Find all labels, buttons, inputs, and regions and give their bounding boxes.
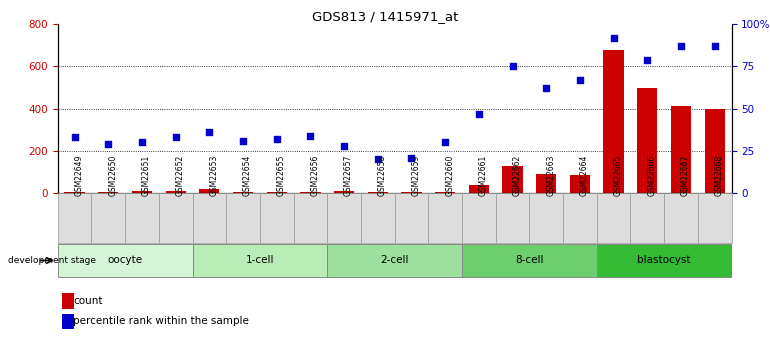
Bar [401, 192, 421, 193]
Point [102, 141, 115, 147]
Bar [62, 293, 74, 309]
Bar [462, 244, 597, 277]
Text: GSM22659: GSM22659 [411, 154, 420, 196]
Point [237, 138, 249, 144]
Bar [125, 193, 159, 243]
Bar [597, 193, 631, 243]
Bar [428, 193, 462, 243]
Text: GDS813 / 1415971_at: GDS813 / 1415971_at [312, 10, 458, 23]
Bar [570, 175, 590, 193]
Bar [469, 185, 489, 193]
Bar [671, 106, 691, 193]
Bar [361, 193, 394, 243]
Point [405, 155, 417, 160]
Bar [300, 191, 320, 193]
Text: count: count [73, 296, 102, 306]
Text: oocyte: oocyte [108, 256, 142, 265]
Bar [65, 191, 85, 193]
Text: GSM22653: GSM22653 [209, 154, 219, 196]
Text: GSM22668: GSM22668 [715, 155, 724, 196]
Bar [563, 193, 597, 243]
Text: GSM22652: GSM22652 [176, 155, 185, 196]
Point [708, 43, 721, 49]
Bar [502, 166, 523, 193]
Bar [233, 191, 253, 193]
Text: GSM22657: GSM22657 [344, 154, 353, 196]
Text: GSM22667: GSM22667 [681, 154, 690, 196]
Bar [705, 109, 725, 193]
Text: development stage: development stage [8, 256, 95, 265]
Bar [631, 193, 664, 243]
Bar [496, 193, 530, 243]
Text: GSM22650: GSM22650 [109, 154, 117, 196]
Text: 8-cell: 8-cell [515, 256, 544, 265]
Bar [132, 191, 152, 193]
Point [675, 43, 687, 49]
Bar [462, 193, 496, 243]
Bar [367, 191, 388, 193]
Point [304, 133, 316, 138]
Text: 1-cell: 1-cell [246, 256, 274, 265]
Text: GSM22651: GSM22651 [142, 155, 151, 196]
Text: GSM22665: GSM22665 [614, 154, 623, 196]
Bar [394, 193, 428, 243]
Point [641, 57, 654, 62]
Bar [58, 244, 192, 277]
Point [338, 143, 350, 149]
Bar [293, 193, 327, 243]
Text: GSM22654: GSM22654 [243, 154, 252, 196]
Point [203, 130, 216, 135]
Text: GSM22658: GSM22658 [378, 155, 387, 196]
Text: GSM22661: GSM22661 [479, 155, 488, 196]
Bar [597, 244, 732, 277]
Text: GSM22666: GSM22666 [648, 154, 656, 196]
Bar [637, 88, 658, 193]
Bar [260, 193, 293, 243]
Text: percentile rank within the sample: percentile rank within the sample [73, 316, 249, 326]
Bar [604, 50, 624, 193]
Point [69, 135, 81, 140]
Bar [159, 193, 192, 243]
Bar [530, 193, 563, 243]
Bar [327, 193, 361, 243]
Bar [199, 189, 219, 193]
Point [439, 140, 451, 145]
Text: blastocyst: blastocyst [638, 256, 691, 265]
Point [608, 35, 620, 40]
Bar [58, 193, 92, 243]
Text: GSM22655: GSM22655 [276, 154, 286, 196]
Text: 2-cell: 2-cell [380, 256, 409, 265]
Bar [327, 244, 462, 277]
Bar [226, 193, 260, 243]
Text: GSM22649: GSM22649 [75, 154, 84, 196]
Point [507, 63, 519, 69]
Text: GSM22664: GSM22664 [580, 154, 589, 196]
Bar [92, 193, 125, 243]
Bar [334, 191, 354, 193]
Point [473, 111, 485, 117]
Text: GSM22662: GSM22662 [513, 155, 521, 196]
Bar [192, 193, 226, 243]
Point [540, 86, 552, 91]
Text: GSM22656: GSM22656 [310, 154, 320, 196]
Bar [266, 192, 286, 193]
Bar [192, 244, 327, 277]
Bar [664, 193, 698, 243]
Bar [99, 192, 119, 193]
Bar [536, 174, 556, 193]
Point [169, 135, 182, 140]
Point [574, 77, 586, 83]
Bar [698, 193, 732, 243]
Bar [62, 314, 74, 329]
Point [136, 140, 148, 145]
Bar [166, 191, 186, 193]
Bar [435, 192, 455, 193]
Point [372, 157, 384, 162]
Text: GSM22663: GSM22663 [546, 154, 555, 196]
Point [270, 136, 283, 142]
Text: GSM22660: GSM22660 [445, 154, 454, 196]
